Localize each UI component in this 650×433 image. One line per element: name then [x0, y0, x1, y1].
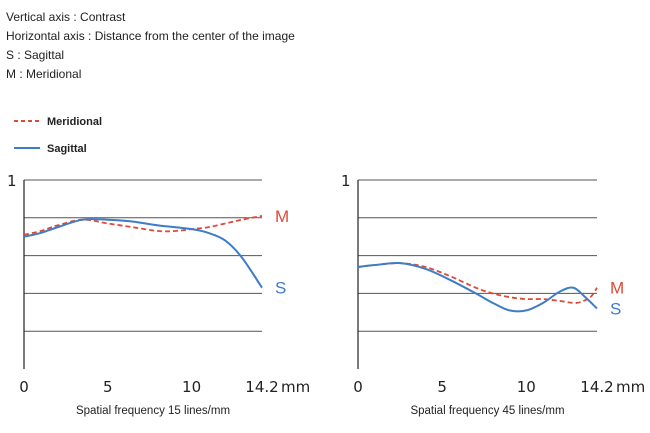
legend: Meridional Sagittal [14, 116, 102, 155]
legend-sagittal-label: Sagittal [47, 143, 87, 155]
x-tick-label: 10 [517, 378, 536, 396]
meridional-curve [357, 262, 598, 304]
notes-block: Vertical axis : Contrast Horizontal axis… [6, 8, 295, 84]
x-unit-label: mm [616, 378, 645, 396]
x-tick-label: 0 [353, 378, 363, 396]
meridional-end-label: M [610, 279, 624, 298]
meridional-end-label: M [275, 207, 289, 226]
y-tick-label: 1 [7, 172, 17, 190]
meridional-curve [23, 215, 263, 236]
x-tick-label: 5 [103, 378, 113, 396]
sagittal-curve [357, 262, 598, 313]
x-tick-label: 5 [437, 378, 447, 396]
x-tick-label: 14.2 [245, 378, 278, 396]
chart-caption: Spatial frequency 45 lines/mm [410, 405, 564, 417]
sagittal-end-label: S [275, 279, 286, 298]
x-tick-label: 10 [182, 378, 201, 396]
y-tick-label: 1 [341, 172, 351, 190]
sagittal-end-label: S [610, 300, 621, 319]
note-meridional: M : Meridional [6, 67, 82, 81]
legend-meridional-label: Meridional [47, 116, 102, 128]
x-tick-label: 0 [19, 378, 29, 396]
x-unit-label: mm [281, 378, 310, 396]
note-horizontal-axis: Horizontal axis : Distance from the cent… [6, 29, 295, 43]
x-tick-label: 14.2 [580, 378, 613, 396]
note-vertical-axis: Vertical axis : Contrast [6, 10, 126, 24]
note-sagittal: S : Sagittal [6, 48, 65, 62]
chart-caption: Spatial frequency 15 lines/mm [76, 405, 230, 417]
sagittal-curve [23, 218, 263, 289]
